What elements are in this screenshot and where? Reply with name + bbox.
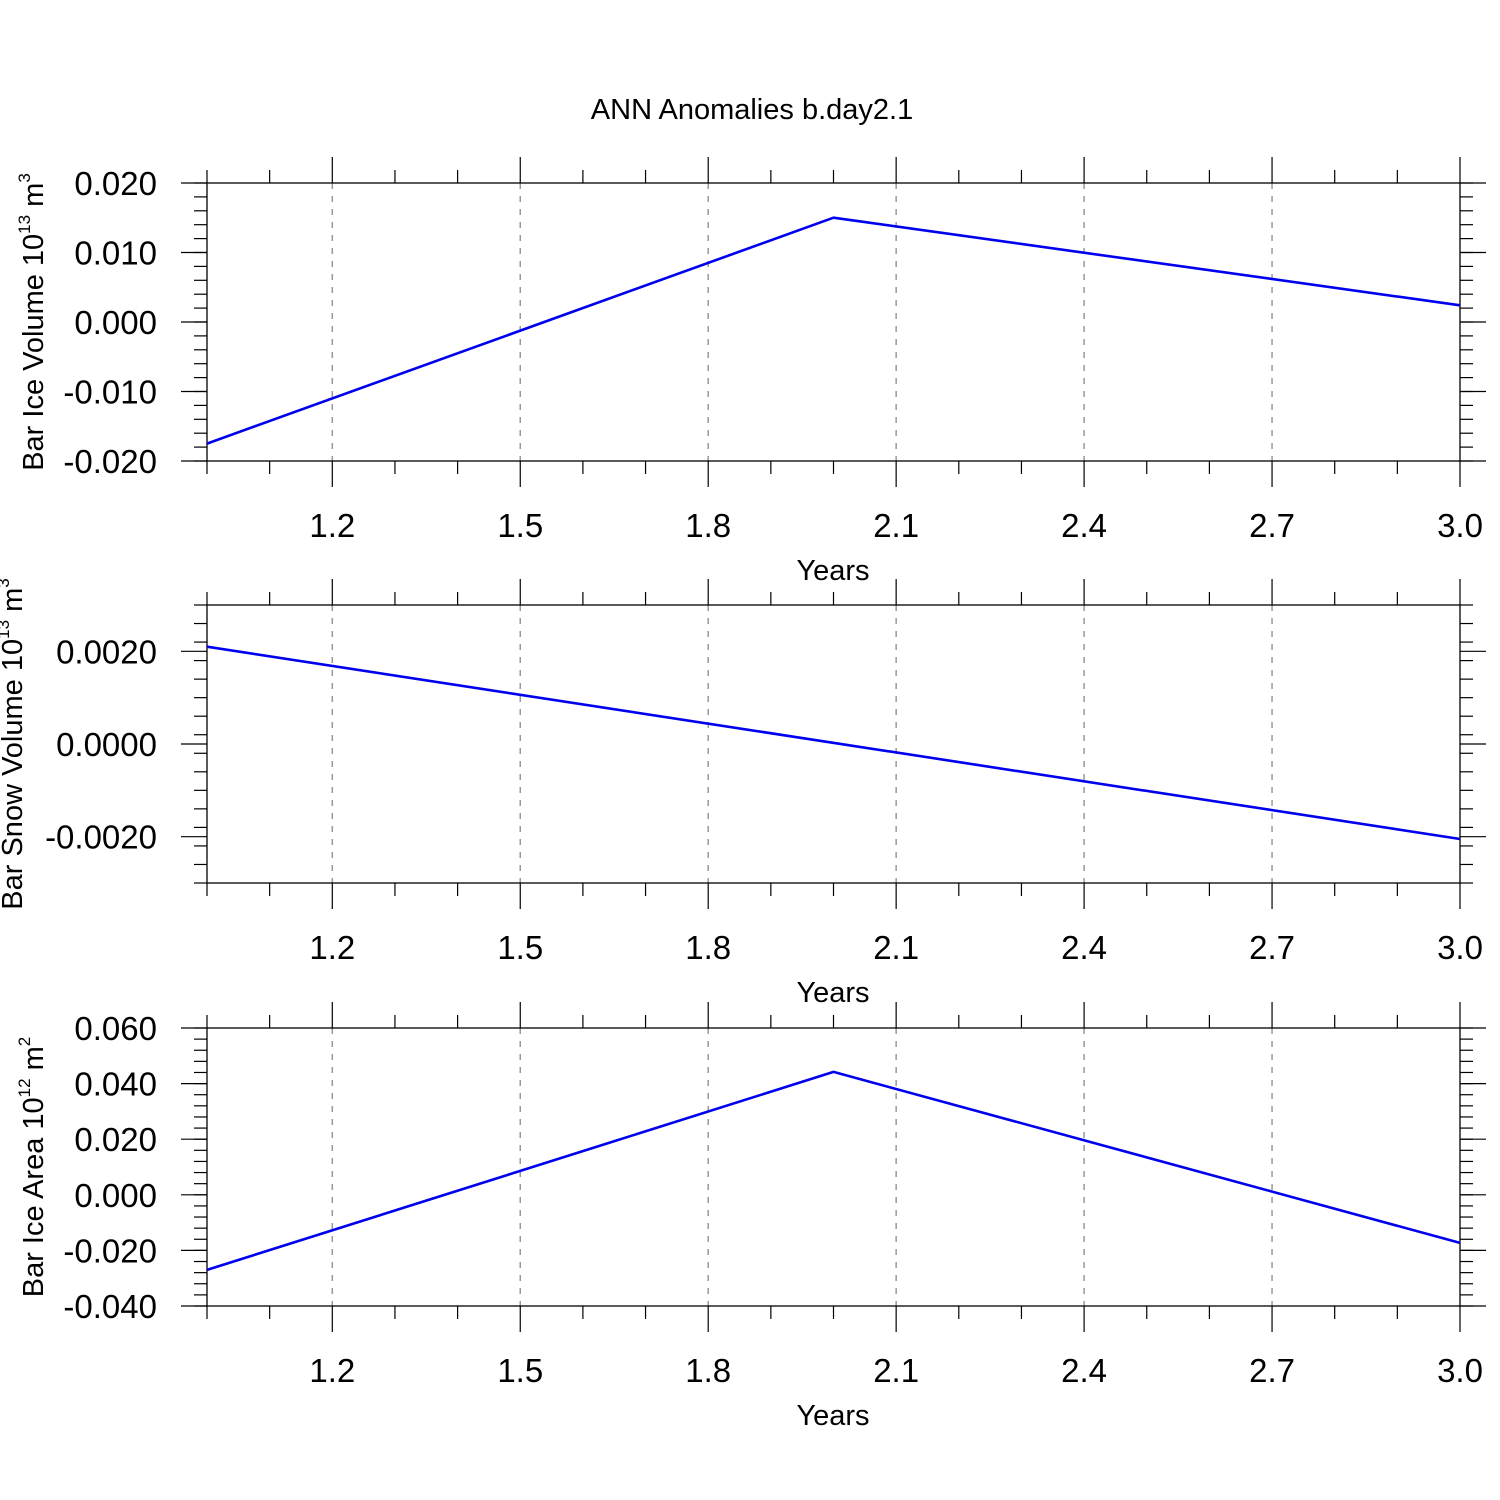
x-axis-label: Years: [796, 1400, 869, 1432]
x-tick-label: 3.0: [1437, 1352, 1483, 1389]
y-axis-label-unit-exponent: 3: [15, 173, 34, 182]
y-tick-label: 0.020: [74, 1121, 157, 1158]
y-axis-label-text: Bar Snow Volume 10: [0, 639, 29, 910]
series-line: [206, 645, 1461, 841]
y-axis-label-text: Bar Ice Area 10: [18, 1097, 50, 1297]
x-tick-label: 2.1: [873, 1352, 919, 1389]
y-axis-label-unit: m: [18, 183, 50, 215]
x-tick-label: 1.2: [309, 1352, 355, 1389]
panel-3: 1.2 1.5 1.8 2.1 2.4 2.7 3.0 -0.040 -0.020 0.000 0.…: [15, 1002, 1486, 1432]
y-tick-label: -0.0020: [45, 819, 157, 856]
y-axis-label: Bar Ice Volume 1013 m3: [15, 173, 50, 471]
x-tick-label: 1.2: [309, 929, 355, 966]
panel-2: 1.2 1.5 1.8 2.1 2.4 2.7 3.0 -0.0020 0.0000 0.0020…: [0, 578, 1486, 1009]
y-axis-label-exponent: 12: [15, 1078, 34, 1097]
y-tick-label: 0.000: [74, 304, 157, 341]
y-axis-label-unit: m: [0, 588, 29, 620]
y-tick-label: 0.000: [74, 1177, 157, 1214]
y-tick-label: 0.020: [74, 165, 157, 202]
x-axis-label: Years: [796, 555, 869, 587]
y-axis-label-unit-exponent: 2: [15, 1037, 34, 1046]
y-tick-label: 0.0020: [56, 633, 157, 670]
panels: 1.2 1.5 1.8 2.1 2.4 2.7 3.0 -0.020 -0.010 0.000 0.…: [0, 157, 1486, 1432]
y-tick-label: 0.010: [74, 235, 157, 272]
y-axis-label-exponent: 13: [15, 215, 34, 234]
x-tick-label: 2.4: [1061, 1352, 1107, 1389]
y-axis-label-unit: m: [18, 1046, 50, 1078]
x-tick-label: 1.5: [497, 929, 543, 966]
x-tick-label: 2.7: [1249, 507, 1295, 544]
y-tick-label: 0.040: [74, 1066, 157, 1103]
x-axis-label: Years: [796, 977, 869, 1009]
x-tick-label: 2.4: [1061, 507, 1107, 544]
series-line: [206, 1070, 1461, 1272]
figure-title: ANN Anomalies b.day2.1: [591, 94, 913, 126]
x-tick-label: 2.4: [1061, 929, 1107, 966]
x-tick-label: 1.8: [685, 507, 731, 544]
x-tick-label: 2.7: [1249, 929, 1295, 966]
y-tick-label: 0.060: [74, 1010, 157, 1047]
y-tick-label: 0.0000: [56, 726, 157, 763]
y-axis-label-text: Bar Ice Volume 10: [18, 234, 50, 471]
x-tick-label: 1.2: [309, 507, 355, 544]
panel-1: 1.2 1.5 1.8 2.1 2.4 2.7 3.0 -0.020 -0.010 0.000 0.…: [15, 157, 1486, 587]
series-line: [206, 216, 1461, 445]
y-tick-label: -0.020: [63, 1232, 157, 1269]
x-tick-label: 2.7: [1249, 1352, 1295, 1389]
x-tick-label: 1.8: [685, 1352, 731, 1389]
x-tick-label: 3.0: [1437, 507, 1483, 544]
x-tick-label: 1.5: [497, 1352, 543, 1389]
y-axis-label: Bar Ice Area 1012 m2: [15, 1037, 50, 1298]
y-tick-label: -0.010: [63, 374, 157, 411]
x-tick-label: 1.5: [497, 507, 543, 544]
x-tick-label: 2.1: [873, 507, 919, 544]
x-tick-label: 3.0: [1437, 929, 1483, 966]
y-tick-label: -0.040: [63, 1288, 157, 1325]
x-tick-label: 2.1: [873, 929, 919, 966]
y-axis-label: Bar Snow Volume 1013 m3: [0, 578, 29, 909]
y-tick-label: -0.020: [63, 443, 157, 480]
y-axis-label-exponent: 13: [0, 620, 13, 639]
x-tick-label: 1.8: [685, 929, 731, 966]
y-axis-label-unit-exponent: 3: [0, 578, 13, 587]
